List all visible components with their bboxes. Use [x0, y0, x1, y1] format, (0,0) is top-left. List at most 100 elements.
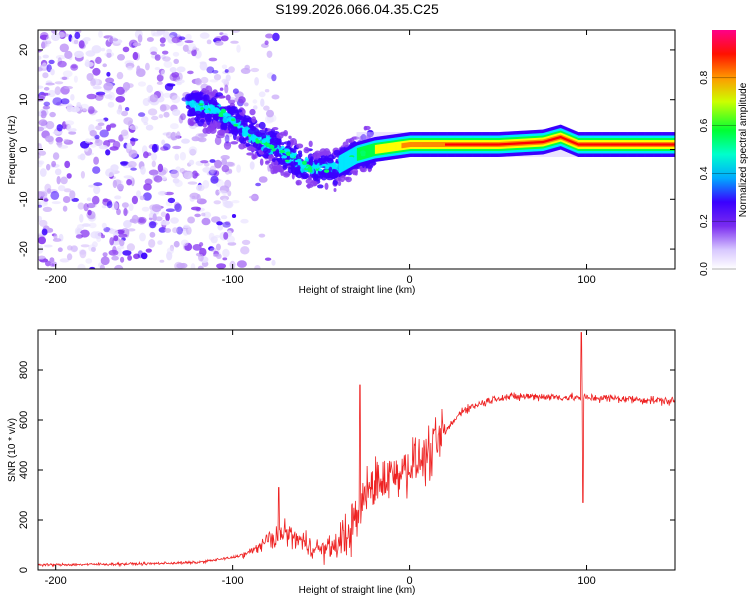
- noise-blob: [152, 213, 157, 222]
- noise-blob: [208, 57, 218, 62]
- noise-blob: [71, 245, 78, 252]
- noise-blob: [56, 124, 63, 132]
- signal-blob: [264, 127, 268, 135]
- ridge-band: [379, 144, 381, 154]
- noise-blob: [42, 206, 53, 212]
- signal-blob: [222, 117, 228, 124]
- ridge-band: [503, 143, 505, 146]
- signal-blob: [211, 97, 217, 101]
- noise-blob: [38, 204, 42, 208]
- ridge-band: [466, 143, 468, 146]
- noise-blob: [211, 216, 221, 223]
- signal-blob: [204, 113, 212, 122]
- ridge-band: [564, 138, 567, 141]
- ridge-band: [670, 143, 672, 146]
- noise-blob: [171, 71, 180, 78]
- noise-blob: [133, 253, 140, 260]
- noise-blob: [252, 99, 258, 104]
- ridge-band: [664, 143, 667, 146]
- ridge-band: [414, 142, 416, 148]
- ridge-band: [382, 143, 384, 153]
- signal-blob: [238, 96, 246, 104]
- ridge-band: [485, 143, 487, 146]
- noise-blob: [112, 38, 119, 42]
- y-tick-label: 20: [18, 44, 30, 56]
- ridge-band: [387, 143, 390, 153]
- noise-blob: [223, 232, 229, 240]
- ridge-band: [471, 143, 473, 146]
- noise-blob: [116, 108, 123, 115]
- noise-blob: [264, 89, 270, 93]
- noise-blob: [45, 40, 52, 45]
- signal-blob: [194, 110, 202, 115]
- noise-blob: [151, 160, 156, 168]
- noise-blob: [180, 239, 189, 247]
- ridge-band: [341, 153, 344, 172]
- ridge-band: [461, 143, 464, 146]
- ridge-band: [539, 141, 541, 144]
- ridge-band: [354, 146, 357, 165]
- noise-blob: [51, 201, 61, 205]
- figure-title: S199.2026.066.04.35.C25: [275, 1, 439, 17]
- ridge-band: [562, 137, 565, 140]
- ridge-band: [604, 143, 606, 146]
- noise-blob: [145, 248, 152, 253]
- noise-blob: [198, 254, 204, 262]
- noise-blob: [126, 243, 135, 252]
- ridge-band: [671, 143, 673, 146]
- noise-blob: [215, 243, 221, 251]
- noise-blob: [136, 190, 141, 198]
- signal-blob: [339, 174, 346, 183]
- signal-blob: [328, 166, 333, 171]
- noise-blob: [151, 115, 159, 121]
- ridge-band: [343, 153, 345, 172]
- noise-blob: [250, 67, 260, 73]
- noise-blob: [137, 34, 143, 43]
- noise-blob: [105, 149, 111, 156]
- noise-blob: [38, 236, 46, 245]
- noise-blob: [93, 182, 103, 187]
- noise-blob: [220, 155, 230, 160]
- ridge-band: [571, 140, 573, 143]
- ridge-band: [652, 143, 654, 146]
- ridge-band: [577, 143, 580, 146]
- ridge-band: [366, 145, 368, 159]
- noise-blob: [64, 50, 73, 60]
- signal-blob: [308, 140, 313, 147]
- y-tick-label: 600: [18, 411, 30, 429]
- noise-blob: [38, 67, 43, 72]
- ridge-band: [525, 141, 528, 145]
- noise-blob: [198, 133, 208, 138]
- ridge-band: [579, 143, 582, 146]
- noise-blob: [105, 77, 115, 84]
- noise-blob: [58, 185, 66, 192]
- noise-blob: [109, 146, 119, 151]
- noise-blob: [46, 163, 51, 171]
- signal-blob: [303, 146, 310, 154]
- noise-blob: [92, 166, 101, 174]
- noise-blob: [173, 58, 179, 64]
- ridge-band: [375, 144, 378, 154]
- ridge-band: [518, 142, 520, 145]
- y-tick-label: 800: [18, 361, 30, 379]
- noise-blob: [79, 249, 87, 259]
- noise-blob: [228, 98, 236, 105]
- noise-blob: [176, 79, 185, 84]
- ridge-band: [616, 143, 619, 146]
- signal-blob: [337, 180, 342, 186]
- signal-blob: [291, 139, 294, 144]
- bright-blob: [301, 160, 307, 166]
- ridge-band: [486, 143, 488, 146]
- noise-blob: [99, 264, 105, 269]
- noise-blob: [127, 228, 136, 232]
- signal-blob: [225, 94, 231, 101]
- bright-blob: [307, 166, 313, 171]
- ridge-band: [403, 142, 405, 148]
- ridge-band: [557, 136, 559, 139]
- signal-blob: [313, 152, 321, 159]
- signal-blob: [247, 128, 256, 135]
- noise-blob: [48, 59, 55, 65]
- ridge-band: [631, 143, 634, 146]
